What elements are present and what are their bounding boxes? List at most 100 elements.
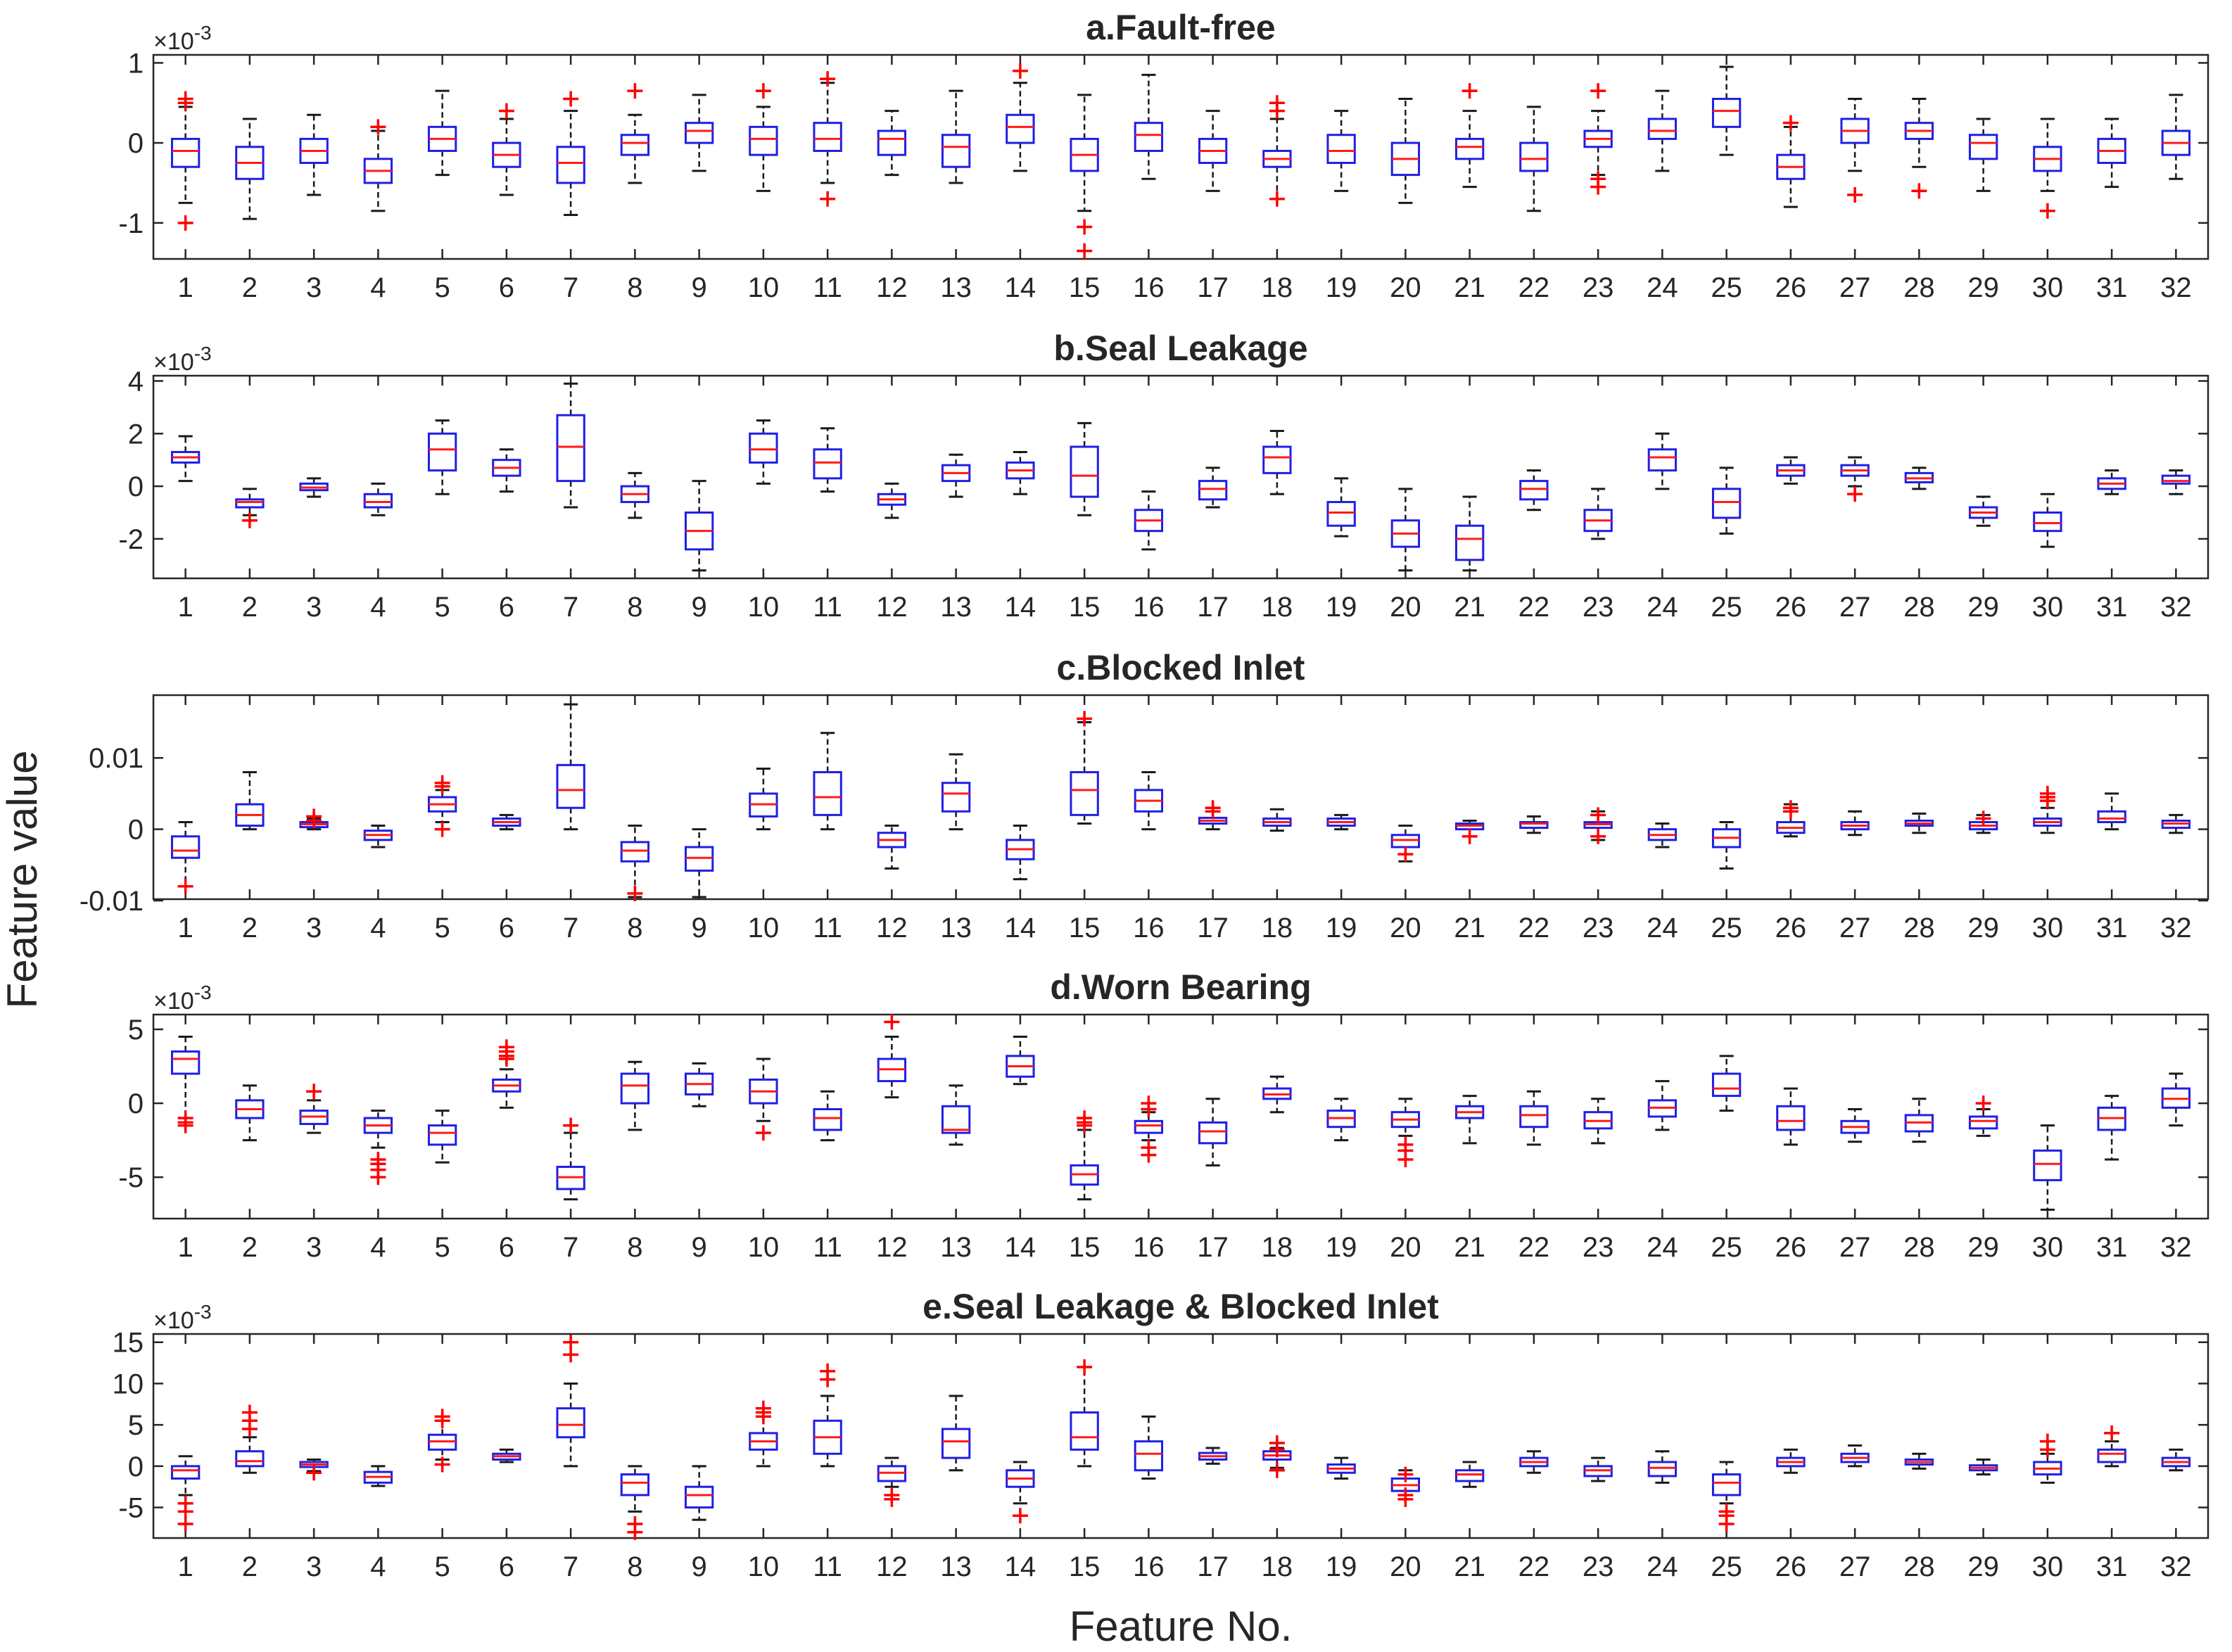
panel-c-xtick-label-11: 11: [813, 913, 842, 943]
panel-d-feature-8-box: [620, 1072, 650, 1105]
panel-a-xtick-label-9: 9: [692, 272, 707, 303]
panel-a-feature-8-outlier-1: [627, 83, 643, 99]
panel-e-multiplier: ×10-3: [153, 1301, 212, 1334]
panel-e-ytick-label-3: 10: [113, 1368, 144, 1399]
panel-a-feature-14-box-group: [1006, 63, 1035, 172]
panel-e-feature-31-box: [2097, 1448, 2126, 1463]
panel-a-xtick-label-32: 32: [2160, 272, 2192, 303]
panel-e-feature-16-box: [1134, 1440, 1164, 1472]
panel-e-feature-20-outlier-3: [1397, 1491, 1414, 1507]
panel-a-title: a.Fault-free: [1086, 8, 1276, 47]
panel-b-feature-4-box: [363, 493, 393, 509]
panel-d-feature-2-box-group: [235, 1084, 265, 1142]
panel-d-feature-9-box-group: [684, 1062, 714, 1107]
panel-b-xtick-label-5: 5: [435, 592, 450, 623]
panel-e-feature-18-outlier-2: [1269, 1442, 1285, 1458]
panel-d-axes-frame: [152, 1013, 2209, 1220]
panel-a-feature-1-outlier-2: [177, 95, 194, 111]
panel-b-feature-7-box: [556, 414, 585, 483]
panel-d-feature-30-box: [2033, 1149, 2062, 1181]
panel-b-feature-24-box-group: [1647, 432, 1678, 490]
panel-c-feature-23-box-group: [1583, 807, 1613, 844]
panel-e-feature-11-outlier-2: [820, 1371, 836, 1387]
panel-d-feature-23-box-group: [1583, 1098, 1613, 1145]
panel-a-feature-5-box-group: [427, 89, 457, 177]
panel-a-feature-23-outlier-1: [1590, 83, 1606, 99]
panel-d-feature-11-box: [813, 1107, 842, 1131]
panel-b-axes-frame: [152, 374, 2209, 580]
panel-b-xtick-label-1: 1: [178, 592, 194, 623]
panel-a-feature-25-box-group: [1711, 65, 1742, 156]
panel-c-xtick-label-6: 6: [499, 913, 514, 943]
panel-a-feature-21-box-group: [1454, 83, 1485, 189]
panel-b-xtick-label-25: 25: [1711, 592, 1742, 623]
panel-b-ytick-label-3: 4: [128, 366, 144, 397]
panel-e-feature-3-outlier-1: [306, 1465, 322, 1481]
panel-b-feature-21-box-group: [1454, 495, 1485, 572]
panel-a-feature-16-box-group: [1134, 73, 1164, 180]
panel-b-xtick-label-21: 21: [1454, 592, 1485, 623]
panel-d-feature-13-box-group: [941, 1084, 971, 1146]
panel-c-feature-9-box-group: [684, 828, 714, 898]
panel-e-feature-11-box-group: [813, 1363, 842, 1468]
panel-a-xtick-label-21: 21: [1454, 272, 1485, 303]
panel-c-feature-7-box-group: [556, 703, 585, 831]
panel-e-feature-19-box-group: [1326, 1456, 1356, 1480]
panel-d-feature-8-box-group: [620, 1060, 650, 1131]
panel-b-xtick-label-10: 10: [748, 592, 780, 623]
panel-a-feature-29-box-group: [1968, 117, 1998, 192]
panel-a-xtick-label-6: 6: [499, 272, 514, 303]
panel-a-feature-9-box-group: [684, 94, 714, 172]
panel-c-xtick-label-18: 18: [1262, 913, 1293, 943]
panel-b-feature-24-box: [1647, 448, 1678, 472]
panel-c-feature-31-box: [2097, 810, 2126, 823]
panel-e-axes-frame: [152, 1333, 2209, 1539]
panel-e-feature-7-outlier-2: [563, 1334, 579, 1350]
panel-a-xtick-label-15: 15: [1069, 272, 1101, 303]
panel-d-feature-15-outlier-3: [1077, 1117, 1093, 1133]
panel-d-xtick-label-6: 6: [499, 1232, 514, 1263]
panel-b-feature-19-box: [1326, 501, 1356, 527]
panel-e-feature-18-outlier-3: [1269, 1462, 1285, 1478]
panel-b-xtick-label-23: 23: [1583, 592, 1614, 623]
panel-c-feature-3-box-group: [299, 808, 329, 831]
panel-c-feature-11-box-group: [813, 732, 842, 831]
panel-d-xtick-label-17: 17: [1197, 1232, 1229, 1263]
panel-a-feature-21-box: [1454, 137, 1485, 160]
panel-e-xtick-label-4: 4: [370, 1551, 386, 1582]
panel-a-xtick-label-29: 29: [1967, 272, 1999, 303]
panel-a-feature-22-box-group: [1519, 106, 1549, 212]
panel-a-feature-13-box: [941, 134, 971, 168]
panel-b-feature-18-box: [1262, 445, 1292, 474]
panel-d-feature-28-box-group: [1904, 1098, 1934, 1143]
panel-e-feature-2-box-group: [235, 1404, 265, 1474]
panel-e-feature-26-box-group: [1776, 1448, 1806, 1474]
panel-a-feature-14-box: [1006, 113, 1035, 144]
panel-e-xtick-label-32: 32: [2160, 1551, 2192, 1582]
panel-d-xtick-label-4: 4: [370, 1232, 386, 1263]
panel-e-feature-2-outlier-3: [241, 1404, 258, 1421]
panel-e-xtick-label-7: 7: [563, 1551, 578, 1582]
panel-c-feature-16-box-group: [1134, 771, 1164, 831]
panel-b-feature-10-box: [749, 432, 778, 464]
panel-d-xtick-label-24: 24: [1647, 1232, 1678, 1263]
panel-c-feature-14-box-group: [1006, 825, 1035, 881]
panel-b-xtick-label-15: 15: [1069, 592, 1101, 623]
panel-d-feature-11-box-group: [813, 1090, 842, 1142]
panel-a-xtick-label-1: 1: [178, 272, 194, 303]
panel-e-ytick-label-1: 0: [128, 1451, 144, 1482]
panel-c-feature-32-box-group: [2161, 813, 2191, 834]
panel-d-xtick-label-28: 28: [1903, 1232, 1935, 1263]
panel-c-feature-20-outlier-1: [1397, 846, 1414, 863]
panel-c-xtick-label-26: 26: [1775, 913, 1807, 943]
panel-c-ytick-label-1: 0: [128, 815, 144, 846]
panel-e-feature-17-box-group: [1198, 1447, 1228, 1465]
panel-d-feature-10-box-group: [749, 1057, 778, 1141]
panel-d-feature-30-box-group: [2033, 1124, 2062, 1211]
panel-b-xtick-label-32: 32: [2160, 592, 2192, 623]
panel-e-xtick-label-17: 17: [1197, 1551, 1229, 1582]
panel-c-xtick-label-7: 7: [563, 913, 578, 943]
panel-e-feature-5-outlier-3: [434, 1456, 450, 1473]
panel-d-xtick-label-16: 16: [1133, 1232, 1165, 1263]
